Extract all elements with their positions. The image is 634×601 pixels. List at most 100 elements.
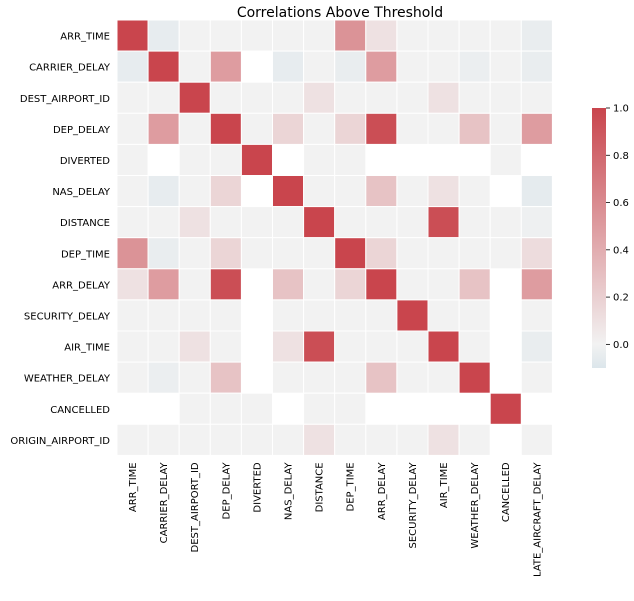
heatmap-cell-5-9 (396, 175, 429, 208)
colorbar-tick-label: 1.0 (613, 104, 629, 115)
heatmap-cell-7-13 (520, 237, 553, 270)
heatmap-cell-6-8 (365, 206, 398, 239)
heatmap-cell-8-6 (303, 268, 336, 301)
heatmap-cell-5-0 (116, 175, 149, 208)
heatmap-cell-2-12 (489, 81, 522, 114)
row-label: AIR_TIME (64, 343, 110, 354)
heatmap-cell-5-1 (147, 175, 180, 208)
heatmap-cell-3-3 (209, 112, 242, 145)
heatmap-cell-10-9 (396, 330, 429, 363)
heatmap-cell-6-1 (147, 206, 180, 239)
heatmap-cell-8-2 (178, 268, 211, 301)
colorbar-tick-label: 0.8 (613, 151, 629, 162)
heatmap-cell-1-12 (489, 50, 522, 83)
heatmap-cell-11-1 (147, 361, 180, 394)
heatmap-cell-9-7 (334, 299, 367, 332)
column-label: WEATHER_DELAY (470, 462, 481, 549)
heatmap-cell-6-11 (458, 206, 491, 239)
heatmap-cell-8-9 (396, 268, 429, 301)
heatmap-cell-9-2 (178, 299, 211, 332)
heatmap-cell-7-5 (272, 237, 305, 270)
heatmap-cell-9-0 (116, 299, 149, 332)
row-label: DEP_TIME (61, 249, 110, 260)
heatmap-cell-13-3 (209, 423, 242, 456)
colorbar-tick-label: 0.6 (613, 198, 629, 209)
heatmap-cell-8-8 (365, 268, 398, 301)
heatmap-cell-3-12 (489, 112, 522, 145)
heatmap-cell-1-1 (147, 50, 180, 83)
column-label: ARR_TIME (128, 462, 139, 512)
heatmap-cell-12-12 (489, 392, 522, 425)
heatmap-cell-13-10 (427, 423, 460, 456)
colorbar: 1.0 0.8 0.6 0.4 0.2 0.0 (592, 104, 629, 368)
heatmap-cell-7-11 (458, 237, 491, 270)
heatmap-cell-10-10 (427, 330, 460, 363)
heatmap-cell-13-7 (334, 423, 367, 456)
heatmap-cell-10-8 (365, 330, 398, 363)
heatmap-cell-13-4 (240, 423, 273, 456)
heatmap-cell-10-11 (458, 330, 491, 363)
heatmap-cell-7-2 (178, 237, 211, 270)
heatmap-cell-8-5 (272, 268, 305, 301)
heatmap-cell-5-5 (272, 175, 305, 208)
heatmap-cell-9-6 (303, 299, 336, 332)
heatmap-cell-0-11 (458, 19, 491, 52)
heatmap-cell-1-7 (334, 50, 367, 83)
column-label: LATE_AIRCRAFT_DELAY (532, 462, 543, 577)
heatmap-cell-1-2 (178, 50, 211, 83)
row-label: ARR_TIME (60, 32, 110, 43)
column-label: DIVERTED (252, 462, 263, 512)
column-label: DEP_DELAY (221, 462, 232, 520)
column-label: DEST_AIRPORT_ID (190, 462, 201, 552)
heatmap-cell-13-5 (272, 423, 305, 456)
heatmap-cell-8-7 (334, 268, 367, 301)
heatmap-cell-0-9 (396, 19, 429, 52)
heatmap-cell-3-9 (396, 112, 429, 145)
row-label: CANCELLED (50, 405, 110, 416)
heatmap-cell-2-5 (272, 81, 305, 114)
heatmap-cell-4-12 (489, 143, 522, 176)
heatmap-cell-13-6 (303, 423, 336, 456)
heatmap-cell-3-2 (178, 112, 211, 145)
heatmap-cell-3-11 (458, 112, 491, 145)
row-label: NAS_DELAY (52, 187, 111, 198)
heatmap-cell-12-2 (178, 392, 211, 425)
heatmap-cell-4-2 (178, 143, 211, 176)
heatmap-cell-7-10 (427, 237, 460, 270)
heatmap-cell-5-10 (427, 175, 460, 208)
heatmap-cell-12-7 (334, 392, 367, 425)
heatmap-cell-11-11 (458, 361, 491, 394)
column-label: SECURITY_DELAY (408, 462, 419, 549)
heatmap-cell-2-2 (178, 81, 211, 114)
heatmap-cell-7-12 (489, 237, 522, 270)
colorbar-tick-label: 0.2 (613, 293, 629, 304)
heatmap-cell-6-9 (396, 206, 429, 239)
heatmap-cell-6-5 (272, 206, 305, 239)
heatmap-cell-12-4 (240, 392, 273, 425)
heatmap-cell-9-8 (365, 299, 398, 332)
heatmap-cell-8-3 (209, 268, 242, 301)
heatmap-cell-2-8 (365, 81, 398, 114)
heatmap-cell-11-13 (520, 361, 553, 394)
heatmap-cell-3-7 (334, 112, 367, 145)
heatmap-cell-9-13 (520, 299, 553, 332)
heatmap-cell-13-11 (458, 423, 491, 456)
heatmap-cell-0-13 (520, 19, 553, 52)
column-label: DEP_TIME (346, 462, 357, 511)
heatmap-cell-11-7 (334, 361, 367, 394)
heatmap-cell-10-2 (178, 330, 211, 363)
heatmap-cell-9-1 (147, 299, 180, 332)
heatmap-cell-6-7 (334, 206, 367, 239)
heatmap-cell-10-0 (116, 330, 149, 363)
heatmap-cell-6-3 (209, 206, 242, 239)
heatmap-cell-0-10 (427, 19, 460, 52)
heatmap-cell-0-3 (209, 19, 242, 52)
heatmap-cell-11-5 (272, 361, 305, 394)
heatmap-cell-1-9 (396, 50, 429, 83)
heatmap-cell-1-3 (209, 50, 242, 83)
heatmap-cell-11-10 (427, 361, 460, 394)
column-labels: ARR_TIME CARRIER_DELAY DEST_AIRPORT_ID DEP_… (128, 462, 543, 577)
heatmap-cell-0-12 (489, 19, 522, 52)
heatmap-cell-8-13 (520, 268, 553, 301)
